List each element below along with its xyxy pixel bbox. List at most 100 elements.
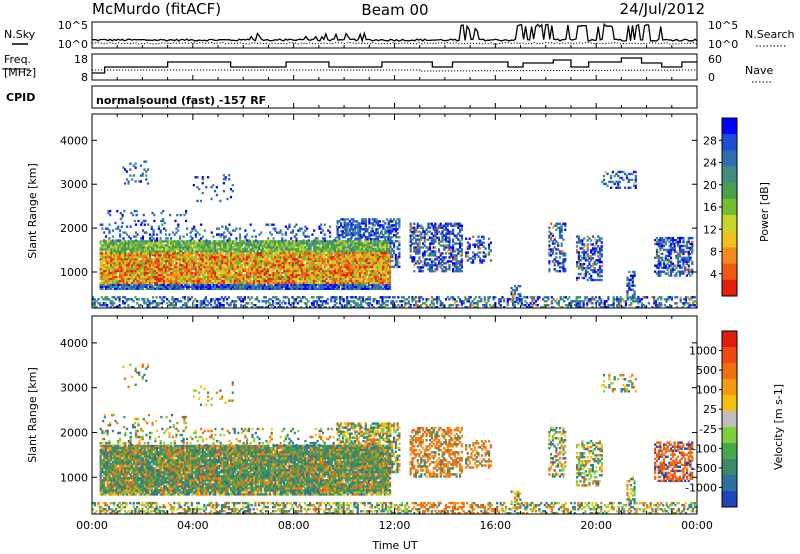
power-cell: [124, 275, 127, 279]
power-cell: [293, 269, 296, 273]
nave-tick-top: 60: [708, 53, 722, 66]
power-cell: [122, 237, 125, 240]
power-cell: [226, 271, 229, 275]
power-cell: [154, 246, 157, 249]
power-cell: [260, 261, 263, 265]
power-cell: [277, 263, 280, 267]
power-cell: [120, 252, 123, 255]
power-cell: [124, 271, 127, 275]
power-cell: [230, 242, 233, 245]
power-cell: [164, 271, 168, 275]
power-cell: [164, 277, 168, 281]
power-cell: [207, 240, 210, 243]
power-cell: [201, 283, 205, 286]
power-cell: [237, 279, 240, 283]
power-cell: [120, 225, 123, 228]
power-cell: [127, 242, 130, 245]
power-cell: [272, 287, 275, 290]
power-cell: [205, 244, 208, 247]
power-cell: [364, 218, 367, 221]
power-cell: [193, 287, 196, 290]
power-cell: [196, 261, 199, 265]
power-cell: [246, 267, 249, 271]
power-cell: [115, 279, 118, 283]
power-cell: [279, 277, 282, 281]
power-cell: [286, 248, 289, 251]
power-cell: [131, 246, 134, 249]
power-cell: [207, 269, 210, 273]
power-cell: [149, 277, 152, 281]
power-cell: [103, 254, 106, 257]
power-cell: [156, 261, 159, 265]
power-cell: [187, 271, 190, 275]
power-cell: [263, 252, 266, 255]
power-cell: [173, 258, 176, 261]
power-cell: [263, 273, 266, 277]
power-cell: [129, 240, 132, 243]
power-cell: [179, 267, 182, 271]
power-cell: [106, 254, 109, 257]
power-cell: [182, 252, 185, 255]
power-cell: [111, 279, 115, 283]
power-cell: [265, 281, 268, 285]
power-cell: [254, 281, 257, 285]
power-cell: [267, 273, 270, 277]
power-cell: [145, 281, 148, 285]
power-cell: [237, 252, 240, 255]
power-cell: [269, 267, 272, 271]
power-cell: [283, 248, 286, 251]
power-cell: [209, 277, 212, 281]
power-cell: [247, 263, 250, 267]
power-cell: [239, 265, 242, 269]
power-cell: [224, 283, 227, 286]
power-cell: [286, 287, 289, 290]
power-cell: [276, 281, 279, 285]
power-cell: [244, 256, 247, 259]
power-cell: [110, 279, 113, 283]
power-cell: [224, 275, 227, 279]
power-cell: [254, 248, 257, 251]
power-cell: [177, 254, 180, 257]
power-cell: [154, 254, 157, 257]
power-cell: [244, 258, 247, 261]
power-cell: [196, 263, 199, 267]
power-cell: [141, 246, 145, 249]
power-cell: [279, 287, 282, 290]
power-cell: [175, 248, 178, 251]
power-cell: [290, 259, 293, 263]
power-cell: [164, 269, 168, 273]
power-cell: [198, 285, 201, 288]
power-cell: [168, 252, 171, 255]
power-cell: [117, 248, 120, 251]
power-cell: [223, 240, 226, 243]
power-cell: [221, 285, 224, 288]
power-cell: [149, 263, 152, 267]
power-cell: [182, 279, 185, 283]
power-cell: [173, 259, 176, 263]
power-cell: [193, 273, 196, 277]
power-cell: [161, 263, 164, 267]
power-cell: [263, 254, 266, 257]
power-cell: [409, 222, 412, 225]
power-cell: [272, 263, 275, 267]
power-cell: [239, 240, 242, 243]
power-cell: [224, 235, 227, 238]
power-cell: [293, 285, 296, 288]
power-cell: [177, 223, 180, 226]
power-cell: [203, 277, 206, 281]
power-cell: [254, 263, 257, 267]
power-cell: [156, 254, 159, 257]
power-cell: [179, 248, 182, 251]
power-cell: [136, 258, 139, 261]
power-cell: [281, 277, 284, 281]
power-cell: [290, 248, 293, 251]
power-cell: [290, 256, 293, 259]
power-cell: [191, 250, 194, 253]
power-cell: [145, 285, 148, 288]
power-cell: [258, 248, 261, 251]
power-cell: [270, 244, 273, 247]
power-cell: [277, 254, 280, 257]
power-cell: [276, 246, 279, 249]
power-cell: [191, 248, 194, 251]
power-cell: [136, 252, 139, 255]
